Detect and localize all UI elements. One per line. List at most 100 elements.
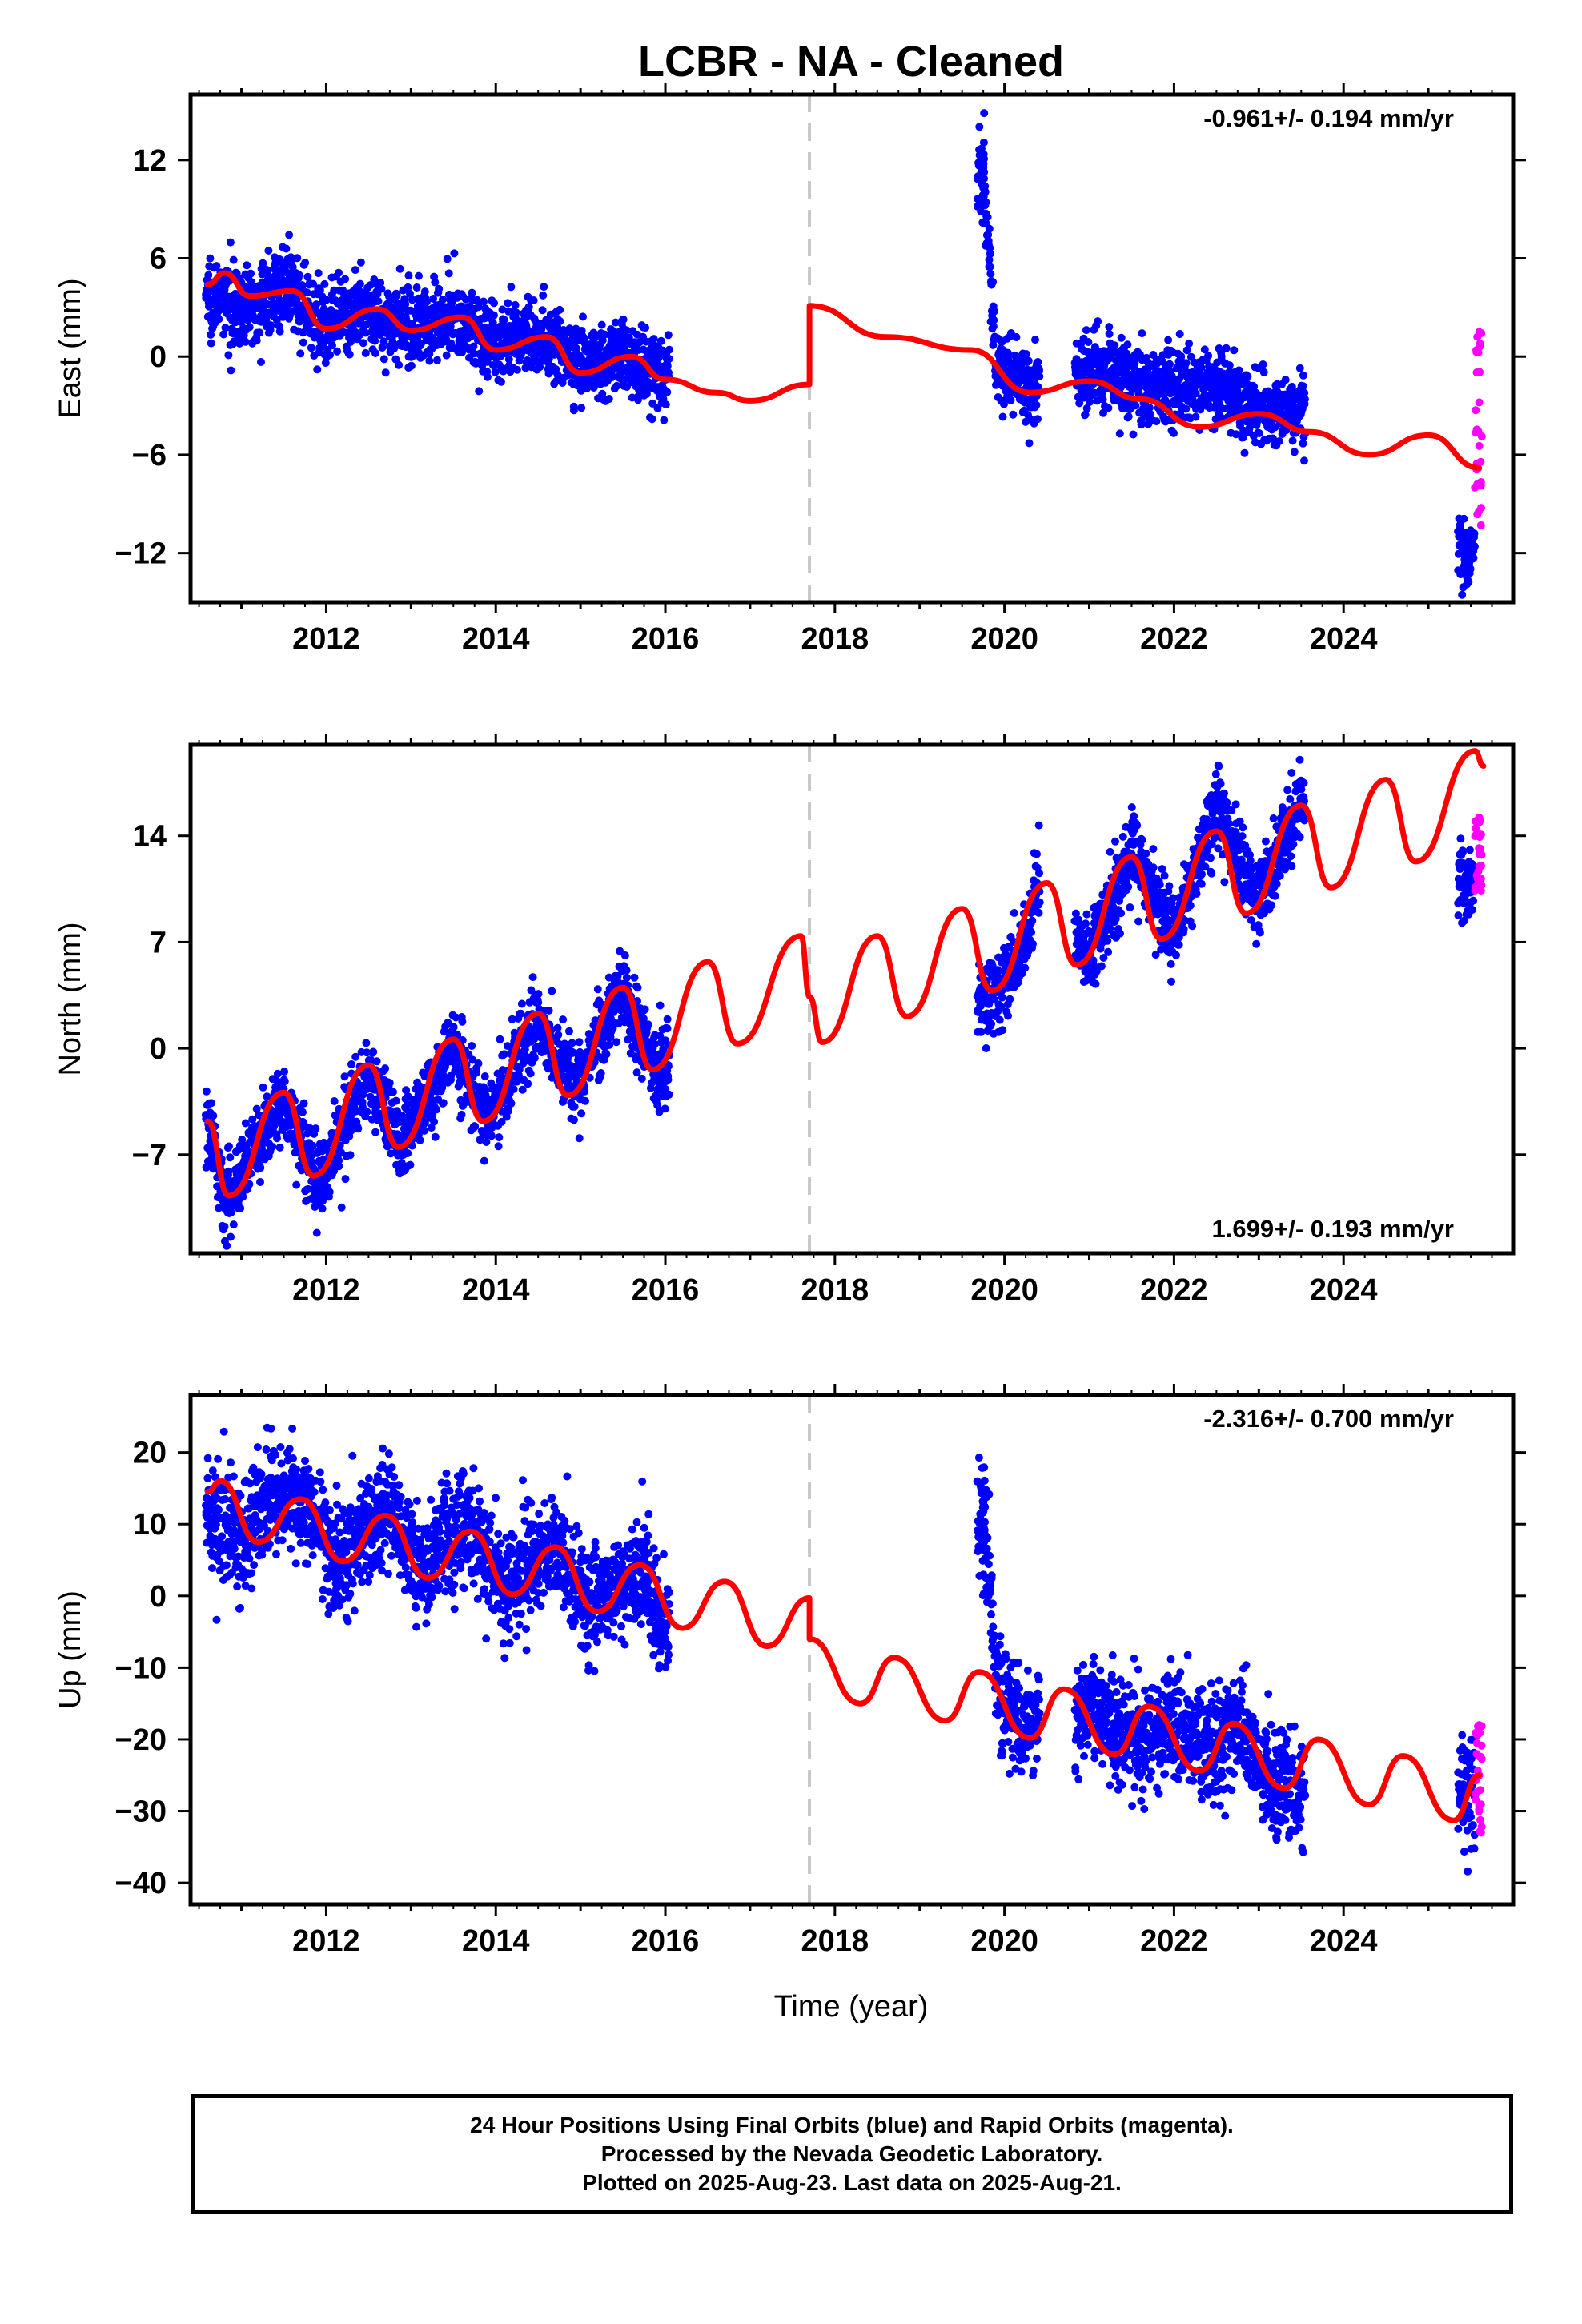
final-orbit-point [458, 1017, 467, 1026]
final-orbit-point [227, 1232, 235, 1241]
final-orbit-point [602, 1050, 611, 1059]
final-orbit-point [207, 339, 215, 348]
final-orbit-point [504, 299, 512, 308]
final-orbit-point [404, 1149, 412, 1157]
final-orbit-point [362, 1039, 371, 1047]
final-orbit-point [326, 351, 335, 360]
final-orbit-point [241, 337, 250, 346]
final-orbit-point [577, 404, 586, 412]
final-orbit-point [320, 279, 329, 288]
final-orbit-point [255, 328, 264, 337]
final-orbit-point [620, 339, 629, 348]
final-orbit-point [1240, 448, 1249, 457]
rapid-orbit-point [1475, 328, 1484, 336]
final-orbit-point [1299, 371, 1307, 380]
final-orbit-point [226, 238, 235, 247]
final-orbit-point [569, 406, 578, 415]
final-orbit-point [622, 966, 631, 975]
final-orbit-point [1003, 348, 1012, 357]
final-orbit-point [1105, 329, 1114, 338]
final-orbit-point [983, 213, 992, 221]
final-orbit-point [309, 279, 318, 288]
final-orbit-point [575, 1038, 584, 1047]
final-orbit-point [1099, 408, 1107, 417]
final-orbit-point [998, 412, 1007, 421]
chart-title: LCBR - NA - Cleaned [638, 38, 1064, 86]
final-orbit-point [980, 155, 988, 163]
final-orbit-point [989, 278, 998, 287]
final-orbit-point [1466, 565, 1475, 573]
final-orbit-point [497, 1117, 506, 1126]
final-orbit-point [985, 224, 994, 233]
final-orbit-point [622, 973, 631, 982]
final-orbit-point [315, 286, 324, 295]
final-orbit-point [354, 1124, 363, 1133]
final-orbit-point [361, 328, 370, 337]
final-orbit-point [427, 1124, 436, 1132]
rapid-orbit-point [1475, 441, 1484, 450]
final-orbit-point [346, 1151, 355, 1160]
final-orbit-point [1300, 395, 1309, 404]
plot-area [201, 745, 1487, 1253]
final-orbit-point [553, 371, 562, 380]
final-orbit-point [559, 326, 568, 334]
final-orbit-point [256, 1178, 264, 1186]
final-orbit-point [984, 231, 993, 239]
final-orbit-point [978, 176, 987, 184]
final-orbit-point [1131, 401, 1140, 410]
final-orbit-point [1288, 436, 1297, 445]
final-orbit-point [204, 271, 213, 279]
final-orbit-point [632, 1068, 641, 1077]
final-orbit-point [630, 973, 639, 982]
final-orbit-point [333, 347, 342, 356]
final-orbit-point [303, 288, 311, 297]
final-orbit-point [259, 259, 267, 267]
final-orbit-point [379, 355, 388, 364]
final-orbit-point [468, 288, 476, 297]
final-orbit-point [616, 947, 624, 955]
final-orbit-point [404, 1092, 412, 1100]
final-orbit-point [511, 300, 520, 309]
final-orbit-point [452, 1013, 460, 1022]
final-orbit-point [444, 1019, 452, 1027]
final-orbit-point [496, 1035, 504, 1043]
final-orbit-point [1075, 399, 1084, 408]
final-orbit-point [480, 297, 488, 306]
final-orbit-point [203, 290, 212, 299]
final-orbit-point [292, 1180, 301, 1189]
final-orbit-point [580, 1087, 589, 1096]
final-orbit-point [512, 308, 520, 317]
final-orbit-point [439, 1099, 448, 1108]
final-orbit-point [576, 359, 585, 368]
final-orbit-point [990, 316, 998, 324]
final-orbit-point [404, 271, 413, 280]
rapid-orbit-point [1476, 368, 1484, 376]
final-orbit-point [575, 1134, 584, 1143]
final-orbit-point [245, 1180, 254, 1188]
final-orbit-point [256, 1164, 265, 1172]
final-orbit-point [247, 269, 255, 278]
final-orbit-point [650, 1039, 659, 1048]
final-orbit-point [1124, 412, 1133, 421]
final-orbit-point [381, 1064, 390, 1073]
final-orbit-point [487, 1132, 496, 1140]
final-orbit-point [633, 983, 642, 992]
final-orbit-point [252, 336, 261, 345]
final-orbit-point [1105, 323, 1114, 332]
final-orbit-point [396, 264, 404, 273]
final-orbit-point [1204, 352, 1213, 360]
final-orbit-point [593, 985, 602, 994]
final-orbit-point [371, 349, 379, 357]
rapid-orbit-point [1476, 521, 1485, 529]
final-orbit-point [1299, 439, 1307, 448]
final-orbit-point [1182, 359, 1191, 368]
final-orbit-point [341, 275, 350, 283]
final-orbit-point [1268, 434, 1277, 443]
final-orbit-point [1457, 607, 1465, 615]
final-orbit-point [1295, 364, 1304, 372]
final-orbit-point [295, 271, 303, 279]
final-orbit-point [224, 351, 233, 360]
final-orbit-point [1185, 340, 1194, 348]
final-orbit-point [979, 138, 988, 147]
